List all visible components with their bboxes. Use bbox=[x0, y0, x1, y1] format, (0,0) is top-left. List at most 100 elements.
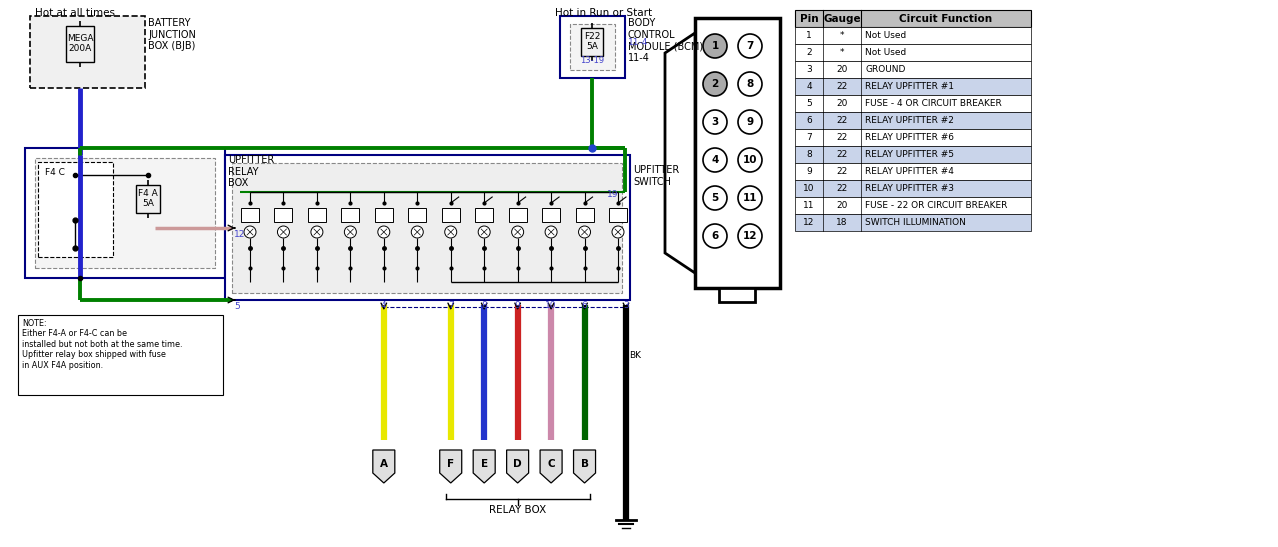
Text: 11: 11 bbox=[743, 193, 758, 203]
Text: 19: 19 bbox=[607, 190, 619, 199]
Text: 18: 18 bbox=[836, 218, 847, 227]
Text: Hot in Run or Start: Hot in Run or Start bbox=[555, 8, 652, 18]
Circle shape bbox=[737, 34, 762, 58]
Text: 1: 1 bbox=[806, 31, 812, 40]
Bar bbox=[570, 24, 615, 70]
Text: 10: 10 bbox=[804, 184, 815, 193]
Bar bbox=[575, 208, 593, 222]
Polygon shape bbox=[665, 33, 695, 273]
Bar bbox=[275, 208, 293, 222]
Text: 12: 12 bbox=[743, 231, 758, 241]
Text: FUSE - 22 OR CIRCUIT BREAKER: FUSE - 22 OR CIRCUIT BREAKER bbox=[865, 201, 1007, 210]
Text: Not Used: Not Used bbox=[865, 31, 906, 40]
Bar bbox=[35, 158, 215, 268]
Text: 20: 20 bbox=[836, 201, 847, 210]
Bar bbox=[308, 208, 326, 222]
Text: D: D bbox=[514, 459, 521, 469]
Text: 4: 4 bbox=[381, 301, 387, 310]
Text: 9: 9 bbox=[515, 301, 520, 310]
Text: 6: 6 bbox=[712, 231, 718, 241]
Text: BATTERY
JUNCTION
BOX (BJB): BATTERY JUNCTION BOX (BJB) bbox=[148, 18, 196, 51]
Text: 5: 5 bbox=[806, 99, 812, 108]
Text: RELAY UPFITTER #6: RELAY UPFITTER #6 bbox=[865, 133, 953, 142]
Text: 10: 10 bbox=[743, 155, 758, 165]
Circle shape bbox=[703, 110, 727, 134]
Text: 13-19: 13-19 bbox=[580, 56, 604, 65]
Text: 7: 7 bbox=[746, 41, 754, 51]
Text: 20: 20 bbox=[836, 99, 847, 108]
Bar bbox=[720, 288, 755, 302]
Text: UPFITTER
SWITCH: UPFITTER SWITCH bbox=[633, 165, 679, 187]
Text: 5: 5 bbox=[234, 302, 240, 311]
Bar bbox=[795, 163, 1031, 180]
Circle shape bbox=[737, 72, 762, 96]
Text: MEGA
200A: MEGA 200A bbox=[66, 34, 93, 54]
Bar bbox=[795, 146, 1031, 163]
Circle shape bbox=[703, 186, 727, 210]
Bar bbox=[225, 155, 630, 300]
Bar bbox=[242, 208, 259, 222]
Text: F4 C: F4 C bbox=[45, 168, 65, 177]
Circle shape bbox=[244, 226, 256, 238]
Bar bbox=[795, 180, 1031, 197]
Text: 3: 3 bbox=[624, 301, 629, 310]
Text: C: C bbox=[547, 459, 555, 469]
Bar bbox=[135, 185, 160, 213]
Text: 4: 4 bbox=[806, 82, 812, 91]
Circle shape bbox=[277, 226, 289, 238]
Text: 11-4: 11-4 bbox=[627, 38, 648, 47]
Text: 5: 5 bbox=[712, 193, 718, 203]
Circle shape bbox=[511, 226, 524, 238]
Text: 7: 7 bbox=[806, 133, 812, 142]
Text: A: A bbox=[380, 459, 387, 469]
Text: F: F bbox=[447, 459, 454, 469]
Polygon shape bbox=[440, 450, 461, 483]
Bar bbox=[542, 208, 560, 222]
Text: 20: 20 bbox=[836, 65, 847, 74]
Bar bbox=[795, 10, 1031, 27]
Bar bbox=[610, 208, 627, 222]
Circle shape bbox=[579, 226, 590, 238]
Bar bbox=[341, 208, 359, 222]
Text: *: * bbox=[840, 48, 845, 57]
Circle shape bbox=[703, 72, 727, 96]
Text: 12: 12 bbox=[804, 218, 814, 227]
Text: 2: 2 bbox=[806, 48, 812, 57]
Text: B: B bbox=[580, 459, 589, 469]
Polygon shape bbox=[373, 450, 395, 483]
Text: BODY
CONTROL
MODULE (BCM)
11-4: BODY CONTROL MODULE (BCM) 11-4 bbox=[627, 18, 703, 63]
Bar bbox=[795, 95, 1031, 112]
Text: NOTE:
Either F4-A or F4-C can be
installed but not both at the same time.
Upfitt: NOTE: Either F4-A or F4-C can be install… bbox=[22, 319, 183, 370]
Text: 22: 22 bbox=[836, 82, 847, 91]
Bar bbox=[18, 315, 222, 395]
Text: F22
5A: F22 5A bbox=[584, 32, 601, 51]
Bar bbox=[795, 44, 1031, 61]
Bar bbox=[795, 214, 1031, 231]
Text: 11: 11 bbox=[804, 201, 815, 210]
Text: RELAY UPFITTER #3: RELAY UPFITTER #3 bbox=[865, 184, 953, 193]
Bar bbox=[38, 162, 112, 257]
Text: *: * bbox=[840, 31, 845, 40]
Polygon shape bbox=[541, 450, 562, 483]
Text: 6: 6 bbox=[806, 116, 812, 125]
Circle shape bbox=[546, 226, 557, 238]
Circle shape bbox=[703, 34, 727, 58]
Text: 2: 2 bbox=[712, 79, 718, 89]
Circle shape bbox=[478, 226, 491, 238]
Text: RELAY UPFITTER #4: RELAY UPFITTER #4 bbox=[865, 167, 953, 176]
Text: 8: 8 bbox=[482, 301, 487, 310]
Bar bbox=[233, 163, 622, 293]
Text: Not Used: Not Used bbox=[865, 48, 906, 57]
Text: 22: 22 bbox=[836, 167, 847, 176]
Bar bbox=[408, 208, 427, 222]
Polygon shape bbox=[473, 450, 495, 483]
Text: 22: 22 bbox=[836, 184, 847, 193]
Text: 22: 22 bbox=[836, 116, 847, 125]
Circle shape bbox=[344, 226, 357, 238]
Text: E: E bbox=[481, 459, 488, 469]
Text: 8: 8 bbox=[746, 79, 754, 89]
Bar bbox=[29, 16, 144, 88]
Text: 10: 10 bbox=[546, 301, 557, 310]
Text: RELAY UPFITTER #1: RELAY UPFITTER #1 bbox=[865, 82, 953, 91]
Text: F4 A
5A: F4 A 5A bbox=[138, 189, 158, 208]
